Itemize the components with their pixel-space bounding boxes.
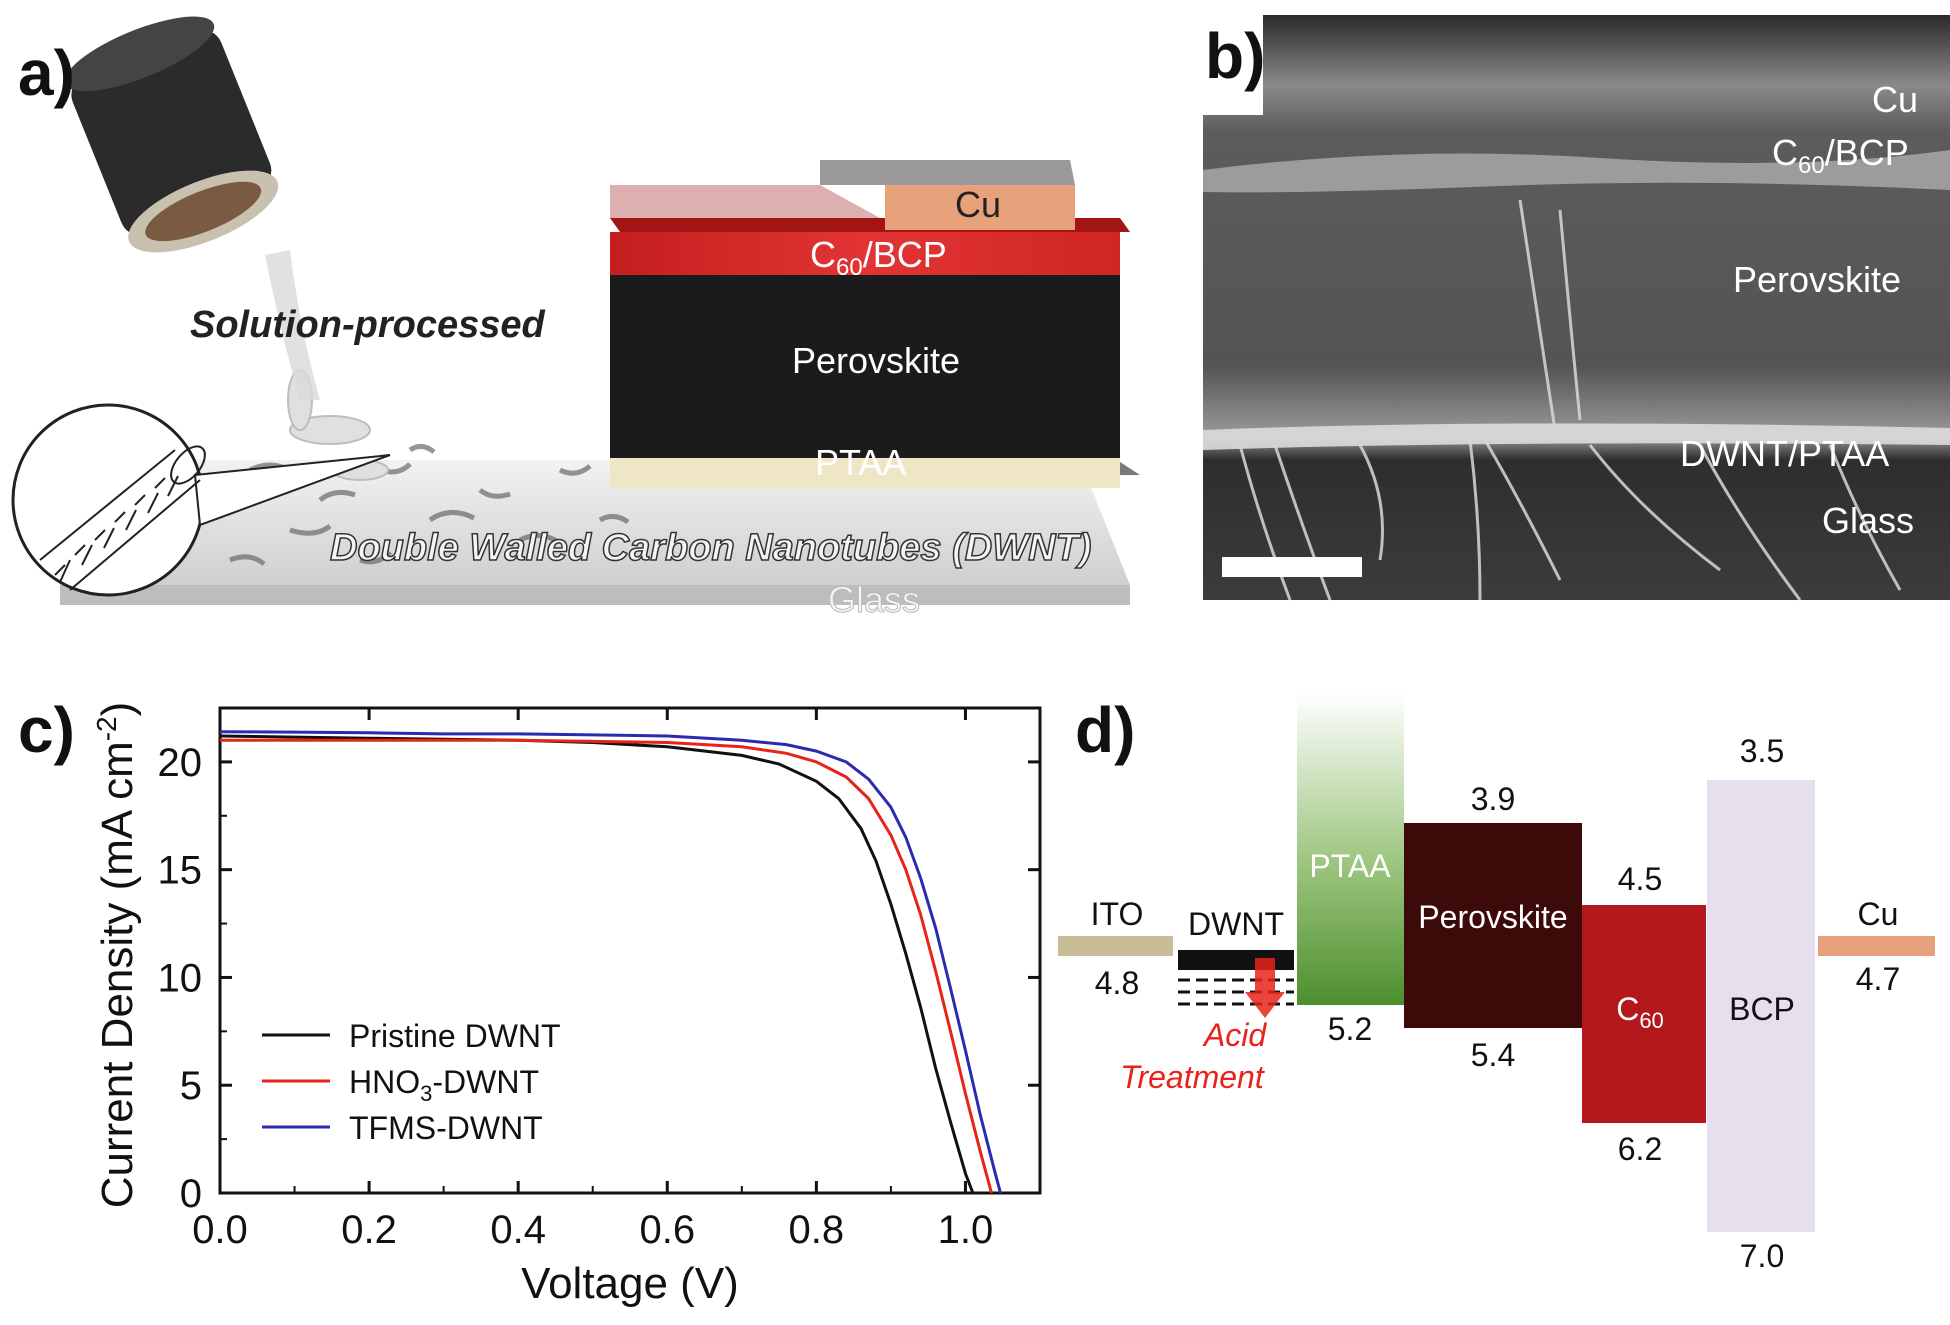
dwnt-level [1178,950,1294,970]
c60-bcp-label-a: C60/BCP [810,234,947,281]
acid-treatment-line1: Acid [1202,1017,1267,1053]
panel-b: b) Cu C60/BCP Perovskite DWNT/PTAA Glass [1203,15,1950,601]
x-tick-label: 0.4 [490,1208,546,1252]
panel-d-letter: d) [1075,694,1135,766]
c60-label-d: C60 [1616,991,1664,1033]
perovskite-lumo: 3.9 [1471,781,1515,817]
y-tick-labels: 0 5 10 15 20 [158,741,203,1216]
perovskite-label-d: Perovskite [1418,899,1567,935]
ptaa-label-d: PTAA [1309,848,1391,884]
x-tick-label: 0.8 [789,1208,845,1252]
c60-band [1582,905,1706,1123]
y-tick-label: 5 [180,1064,202,1108]
cu-work-function: 4.7 [1856,961,1900,997]
x-axis-label: Voltage (V) [521,1259,739,1308]
nanotube-icon [39,445,206,591]
dwnt-label: DWNT [1188,906,1284,942]
legend: Pristine DWNT HNO3-DWNT TFMS-DWNT [262,1018,561,1146]
ito-level [1058,936,1173,956]
series-line-tfms-dwnt [219,730,1002,1194]
sem-top-layer [1203,150,1950,193]
cu-top-face [820,160,1075,185]
ito-work-function: 4.8 [1095,965,1139,1001]
sem-fibers [1238,199,1902,601]
c60-lumo: 4.5 [1618,861,1662,897]
plot-frame [218,706,1042,1195]
c60-bcp-label-b: C60/BCP [1772,132,1909,179]
dwnt-substrate-label: Double Walled Carbon Nanotubes (DWNT) [330,527,1091,569]
panel-a-letter: a) [18,37,75,109]
x-tick-label: 0.6 [639,1208,695,1252]
y-tick-label: 15 [158,849,203,893]
legend-label: TFMS-DWNT [349,1110,543,1146]
bcp-band [1707,780,1815,1232]
legend-label: HNO3-DWNT [349,1064,539,1106]
axis-ticks [218,708,1041,1195]
pouring-stream [265,250,320,400]
cu-level [1818,936,1935,956]
perovskite-layer [610,275,1120,458]
series-line-hno3-dwnt [220,738,993,1194]
glass-slab-edge [60,585,1130,605]
glass-label-b: Glass [1822,500,1914,541]
perovskite-label-b: Perovskite [1733,259,1901,300]
panel-b-letter-bg [1203,15,1263,115]
scale-bar [1222,557,1362,577]
y-tick-label: 0 [180,1172,202,1216]
perovskite-label-a: Perovskite [792,340,960,381]
ito-label: ITO [1091,896,1144,932]
x-tick-label: 0.0 [192,1208,248,1252]
beaker-icon [64,16,279,253]
nanotube-zoom-circle [11,403,205,597]
legend-label: Pristine DWNT [349,1018,561,1054]
bcp-lumo: 3.5 [1740,733,1784,769]
y-tick-label: 20 [158,741,203,785]
panel-d: d) ITO 4.8 DWNT Acid Treatment PTAA 5.2 … [1058,692,1935,1274]
x-tick-label: 0.2 [341,1208,397,1252]
ptaa-homo: 5.2 [1328,1011,1372,1047]
c60-bcp-layer [610,232,1120,275]
series-line-pristine-dwnt [219,734,975,1194]
zoom-pointer [193,454,391,527]
panel-c: c) 0.0 0.2 0.4 0.6 0.8 1.0 0 5 10 15 20 Pristine … [18,694,1042,1308]
sem-interface [1203,423,1950,450]
panel-b-letter: b) [1205,20,1265,92]
cu-label-a: Cu [955,184,1001,225]
x-tick-labels: 0.0 0.2 0.4 0.6 0.8 1.0 [192,1208,993,1252]
nanotube-scatter [229,444,630,566]
sem-image [1203,15,1950,600]
y-tick-label: 10 [158,956,203,1000]
x-tick-label: 1.0 [938,1208,994,1252]
arrow-down-icon [1245,958,1285,1018]
perovskite-homo: 5.4 [1471,1037,1515,1073]
cu-label-d: Cu [1858,896,1899,932]
device-stack [610,160,1140,488]
y-axis-label: Current Density (mA cm-2) [91,702,142,1209]
glass-slab [60,460,1130,585]
glass-label-a: Glass [828,579,920,620]
ptaa-label-a: PTAA [815,442,906,483]
dwnt-ptaa-label-b: DWNT/PTAA [1680,433,1889,474]
panel-a: a) Solution-processed Double Walled Carb… [11,16,1140,621]
cu-electrode [885,185,1075,230]
panel-c-letter: c) [18,694,75,766]
ptaa-layer [610,458,1120,488]
c60-homo: 6.2 [1618,1131,1662,1167]
perovskite-band [1404,823,1582,1028]
bcp-label-d: BCP [1729,991,1795,1027]
series-lines [219,730,1002,1194]
ptaa-band [1297,692,1404,1005]
acid-treatment-line2: Treatment [1120,1059,1265,1095]
bcp-homo: 7.0 [1740,1238,1784,1274]
solution-processed-label: Solution-processed [190,304,545,346]
cu-label-b: Cu [1872,79,1918,120]
